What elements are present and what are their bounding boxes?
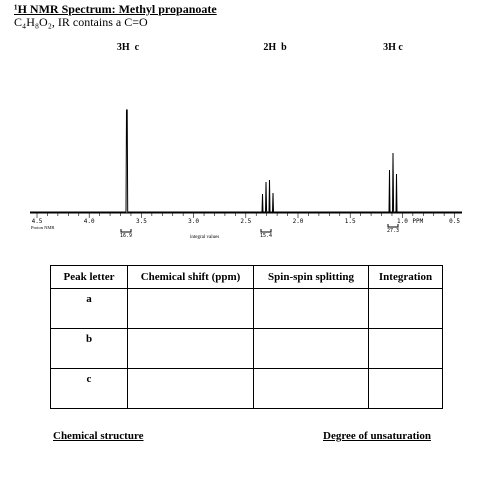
integral-value: 27.3	[387, 228, 399, 234]
empty-cell	[368, 328, 443, 369]
column-header: Spin-spin splitting	[253, 265, 369, 289]
axis-note: Proton NMR	[31, 225, 54, 230]
peak-letter: b	[50, 328, 128, 369]
peak-letter: c	[50, 368, 128, 409]
axis-tick-label: 3.5	[136, 218, 147, 225]
axis-tick-label: 2.5	[240, 218, 251, 225]
integral-value: 15.4	[260, 233, 272, 239]
peak-label: 2H b	[263, 42, 287, 53]
axis-tick-label: 0.5	[449, 218, 460, 225]
empty-cell	[127, 368, 254, 409]
spectrum: 3H c 2H b 3H c 4.5 4.0 3.5 3.0 2.5 2.0 1.5 1.0 0.5 P…	[30, 42, 462, 240]
axis-tick-label: 4.5	[32, 218, 43, 225]
peak-letter: a	[50, 288, 128, 329]
empty-cell	[368, 368, 443, 409]
integral-caption: integral values	[190, 235, 219, 240]
axis-tick-label: 2.0	[293, 218, 304, 225]
empty-cell	[127, 288, 254, 329]
column-header: Chemical shift (ppm)	[127, 265, 254, 289]
empty-cell	[368, 288, 443, 329]
peak-label: 3H c	[383, 42, 403, 53]
axis-unit: PPM	[412, 218, 423, 225]
title: ¹H NMR Spectrum: Methyl propanoate	[14, 2, 217, 16]
results-table: Peak letter Chemical shift (ppm) Spin-spin…	[50, 265, 443, 409]
axis-tick-label: 4.0	[84, 218, 95, 225]
empty-cell	[127, 328, 254, 369]
table-row: c	[50, 368, 443, 409]
subtitle: C₄H₈O₂, IR contains a C=O	[14, 15, 148, 29]
axis-tick-label: 1.5	[345, 218, 356, 225]
footer-left: Chemical structure	[53, 430, 144, 442]
axis-tick-label: 3.0	[188, 218, 199, 225]
column-header: Integration	[368, 265, 443, 289]
integral-value: 16.9	[120, 233, 132, 239]
peak-label: 3H c	[117, 42, 140, 53]
table-row: a	[50, 288, 443, 329]
footer-right: Degree of unsaturation	[323, 430, 431, 442]
empty-cell	[253, 288, 369, 329]
empty-cell	[253, 328, 369, 369]
table-row: b	[50, 328, 443, 369]
column-header: Peak letter	[50, 265, 128, 289]
axis-tick-label: 1.0	[397, 218, 408, 225]
empty-cell	[253, 368, 369, 409]
